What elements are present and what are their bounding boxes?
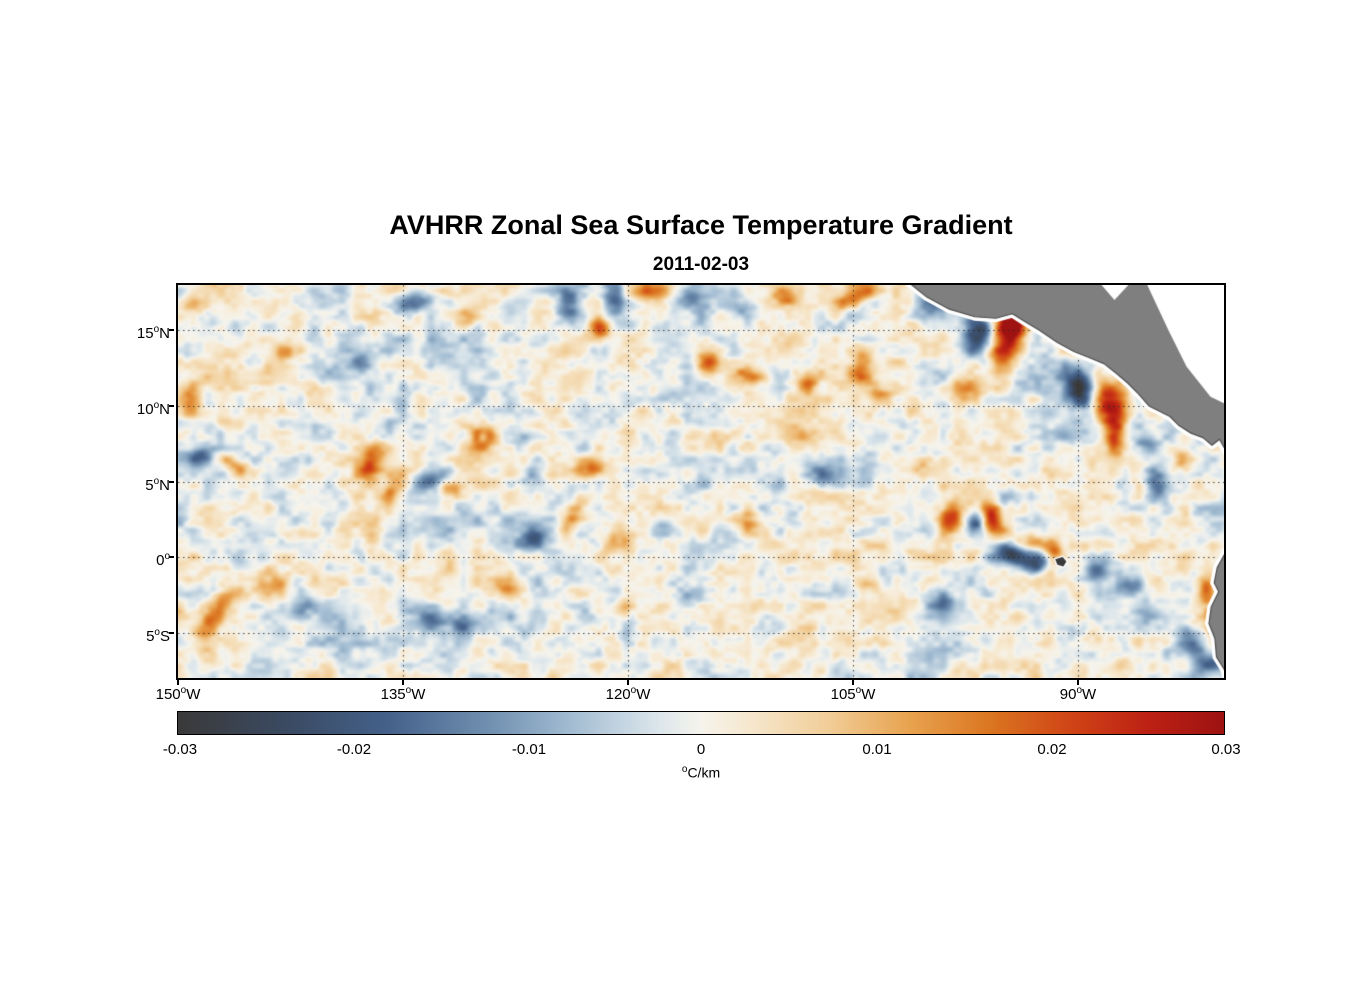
y-axis-tick	[169, 329, 174, 331]
colorbar-unit-label: oC/km	[641, 764, 761, 781]
degree-symbol: o	[855, 685, 862, 696]
degree-symbol: o	[153, 324, 160, 335]
colorbar-frame	[177, 711, 1225, 735]
x-axis-tick-label: 150oW	[133, 685, 223, 703]
tick-number: 5	[145, 477, 154, 494]
y-axis-tick	[169, 556, 174, 558]
y-axis-tick-label: 5oS	[100, 624, 170, 645]
tick-number: 15	[136, 325, 154, 342]
degree-symbol: o	[180, 685, 187, 696]
colorbar-tick-label: -0.03	[162, 741, 198, 758]
degree-symbol: o	[164, 551, 170, 562]
chart-title: AVHRR Zonal Sea Surface Temperature Grad…	[389, 210, 1013, 240]
colorbar	[178, 712, 1224, 734]
unit-text: C/km	[687, 764, 721, 781]
y-axis-tick-label: 0o	[100, 548, 170, 569]
tick-suffix: W	[636, 686, 651, 703]
tick-suffix: W	[186, 686, 201, 703]
colorbar-tick-label: 0.03	[1211, 741, 1241, 758]
degree-symbol: o	[405, 685, 412, 696]
degree-symbol: o	[153, 400, 160, 411]
x-axis-tick	[852, 680, 854, 685]
tick-number: 5	[146, 628, 155, 645]
x-axis-tick-label: 105oW	[808, 685, 898, 703]
tick-number: 150	[155, 686, 181, 703]
tick-number: 90	[1059, 686, 1077, 703]
colorbar-tick-label: 0.01	[862, 741, 892, 758]
chart-subtitle: 2011-02-03	[652, 254, 750, 275]
tick-suffix: N	[159, 325, 170, 342]
tick-suffix: W	[861, 686, 876, 703]
degree-symbol: o	[1076, 685, 1083, 696]
degree-symbol: o	[154, 627, 160, 638]
colorbar-tick-label: 0	[696, 741, 706, 758]
y-axis-tick	[169, 481, 174, 483]
y-axis-tick-label: 15oN	[100, 321, 170, 342]
y-axis-tick	[169, 632, 174, 634]
degree-symbol: o	[153, 476, 160, 487]
x-axis-tick	[1077, 680, 1079, 685]
x-axis-tick	[627, 680, 629, 685]
degree-symbol: o	[681, 764, 688, 775]
y-axis-tick-label: 10oN	[100, 397, 170, 418]
degree-symbol: o	[630, 685, 637, 696]
tick-number: 135	[380, 686, 406, 703]
map-frame	[176, 283, 1226, 680]
x-axis-tick-label: 120oW	[583, 685, 673, 703]
tick-suffix: N	[159, 401, 170, 418]
heatmap-canvas	[178, 285, 1224, 678]
tick-number: 105	[830, 686, 856, 703]
tick-number: 10	[136, 401, 154, 418]
tick-suffix: W	[411, 686, 426, 703]
y-axis-tick	[169, 405, 174, 407]
colorbar-tick-label: 0.02	[1037, 741, 1067, 758]
y-axis-tick-label: 5oN	[100, 473, 170, 494]
tick-number: 120	[605, 686, 631, 703]
x-axis-tick	[177, 680, 179, 685]
x-axis-tick	[402, 680, 404, 685]
x-axis-tick-label: 90oW	[1033, 685, 1123, 703]
colorbar-tick-label: -0.02	[336, 741, 372, 758]
tick-suffix: N	[159, 477, 170, 494]
tick-number: 0	[156, 552, 165, 569]
tick-suffix: S	[159, 628, 170, 645]
x-axis-tick-label: 135oW	[358, 685, 448, 703]
tick-suffix: W	[1082, 686, 1097, 703]
colorbar-tick-label: -0.01	[511, 741, 547, 758]
